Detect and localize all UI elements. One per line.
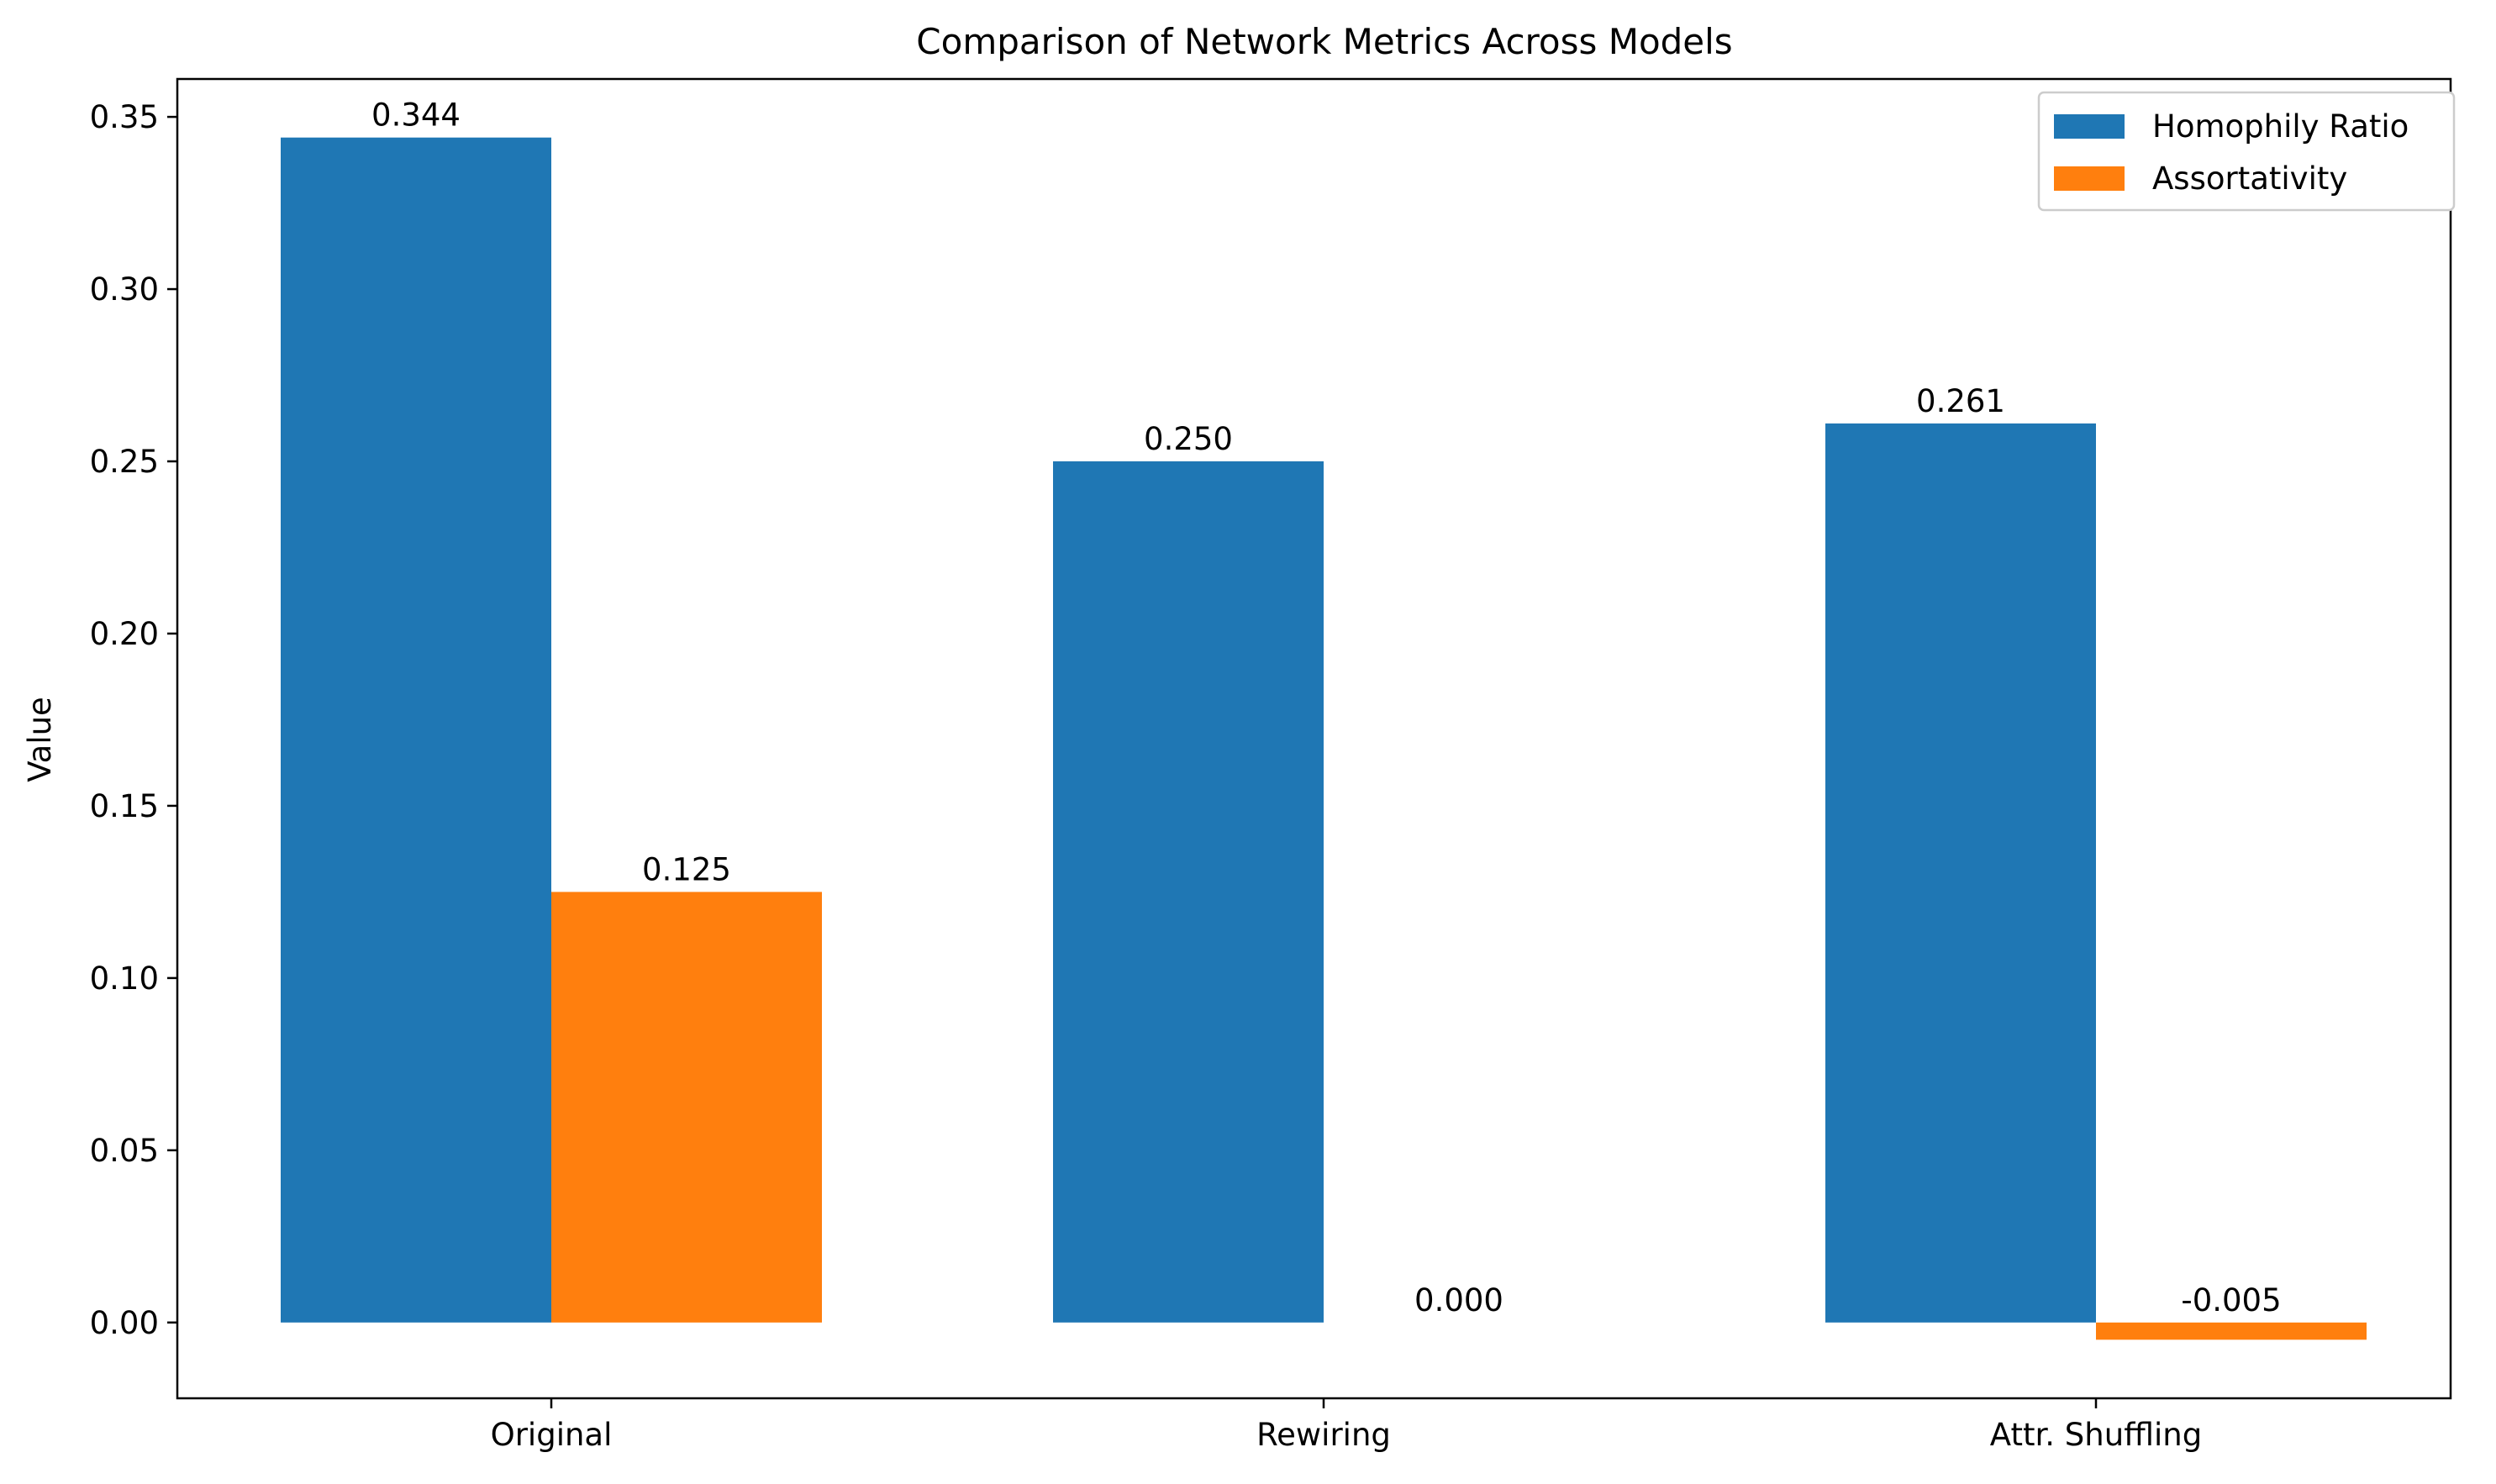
y-tick-label: 0.25: [90, 444, 159, 480]
legend-label: Assortativity: [2152, 161, 2347, 197]
data-label: 0.125: [642, 851, 731, 887]
y-axis-label: Value: [22, 697, 58, 782]
data-label: 0.000: [1414, 1282, 1503, 1318]
bar: [2096, 1322, 2367, 1340]
y-tick-label: 0.20: [90, 616, 159, 652]
y-tick-label: 0.10: [90, 960, 159, 997]
axes-frame: [176, 77, 2452, 1400]
legend: Homophily Ratio Assortativity: [2037, 91, 2456, 212]
y-tick-label: 0.00: [90, 1305, 159, 1341]
legend-swatch: [2054, 114, 2125, 139]
y-tick-label: 0.35: [90, 99, 159, 135]
legend-swatch: [2054, 166, 2125, 191]
bar: [1053, 461, 1324, 1323]
data-label: 0.261: [1916, 383, 2005, 419]
bar: [281, 137, 551, 1323]
data-label: 0.250: [1144, 421, 1233, 457]
y-tick-label: 0.30: [90, 271, 159, 308]
y-tick-label: 0.05: [90, 1133, 159, 1169]
plot-area: 0.344 0.250 0.261 0.125 0.000 -0.005 0.00 0.05 0…: [90, 77, 2452, 1453]
data-label: 0.344: [371, 97, 461, 134]
x-tick-label: Attr. Shuffling: [1990, 1417, 2202, 1453]
y-tick-label: 0.15: [90, 788, 159, 824]
legend-label: Homophily Ratio: [2152, 108, 2409, 145]
x-tick-label: Rewiring: [1256, 1417, 1391, 1453]
bar: [1825, 423, 2096, 1323]
data-label: -0.005: [2181, 1282, 2281, 1318]
chart-title: Comparison of Network Metrics Across Mod…: [916, 21, 1732, 62]
legend-box: [2037, 91, 2456, 212]
x-tick-label: Original: [491, 1417, 613, 1453]
bar: [551, 892, 822, 1323]
